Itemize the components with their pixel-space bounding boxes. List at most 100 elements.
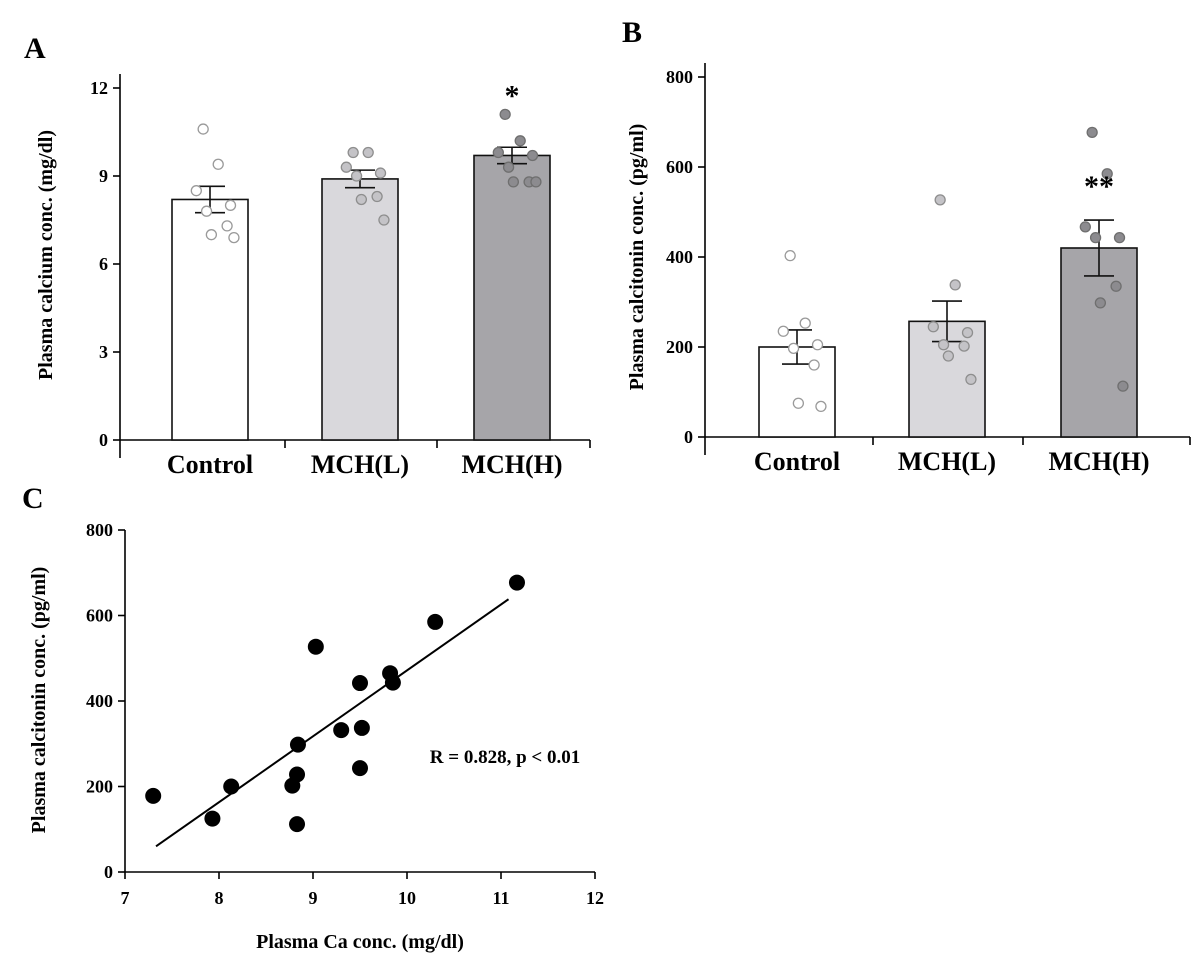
data-point: [961, 326, 974, 339]
panel-c-x-axis-title: Plasma Ca conc. (mg/dl): [256, 931, 464, 953]
data-point: [808, 359, 820, 371]
y-tick-label: 600: [86, 606, 113, 626]
data-point: [378, 214, 390, 226]
panel-a-y-axis-title: Plasma calcium conc. (mg/dl): [35, 130, 57, 380]
y-tick-label: 600: [666, 157, 693, 177]
data-point: [200, 205, 213, 217]
data-point: [197, 123, 209, 135]
x-tick-label: 12: [586, 888, 604, 908]
regression-line: [155, 598, 510, 848]
y-tick-label: 400: [86, 691, 113, 711]
scatter-point: [204, 810, 221, 827]
data-point: [362, 146, 374, 159]
scatter-point: [352, 675, 368, 692]
panel-a-letter: A: [24, 32, 46, 65]
data-point: [221, 220, 233, 232]
data-point: [1110, 280, 1122, 292]
y-tick-label: 800: [666, 67, 693, 87]
data-point: [934, 194, 946, 206]
data-point: [787, 342, 800, 355]
x-category-label: MCH(L): [311, 450, 409, 479]
x-tick-label: 7: [121, 888, 130, 908]
panel-a-bar-chart: A Plasma calcium conc. (mg/dl) 0 3 6 9 12 Con…: [24, 32, 591, 479]
x-category-label: MCH(L): [898, 447, 996, 476]
y-tick-label: 0: [104, 862, 113, 882]
data-point: [371, 190, 383, 203]
y-tick-label: 3: [99, 342, 108, 362]
data-point: [792, 397, 805, 409]
data-point: [1101, 168, 1113, 180]
scatter-point: [353, 719, 370, 736]
significance-marker: **: [1084, 170, 1114, 203]
scatter-point: [508, 574, 525, 591]
data-point: [374, 167, 387, 179]
x-category-label: MCH(H): [461, 450, 562, 479]
data-point: [927, 321, 939, 333]
scatter-point: [223, 778, 240, 795]
panel-c-y-axis-title: Plasma calcitonin conc. (pg/ml): [28, 567, 50, 834]
data-point: [502, 161, 515, 173]
data-point: [937, 339, 950, 351]
y-tick-label: 9: [99, 166, 108, 186]
y-tick-label: 0: [684, 427, 693, 447]
x-tick-label: 8: [215, 888, 224, 908]
data-point: [530, 176, 542, 188]
y-tick-label: 400: [666, 247, 693, 267]
data-point: [1094, 297, 1107, 309]
x-category-label: Control: [754, 447, 840, 476]
scatter-point: [289, 736, 306, 753]
scatter-point: [384, 674, 401, 691]
data-point: [811, 339, 824, 351]
data-point: [340, 161, 352, 173]
data-point: [1117, 380, 1129, 392]
data-point: [514, 135, 526, 147]
data-point: [350, 170, 363, 182]
bar-mchh: [1060, 247, 1138, 438]
y-tick-label: 200: [86, 777, 113, 797]
data-point: [942, 350, 955, 362]
data-point: [784, 249, 796, 262]
panel-c-scatter-plot: C Plasma calcitonin conc. (pg/ml) Plasma…: [22, 482, 604, 953]
x-tick-label: 11: [492, 888, 509, 908]
scatter-point: [427, 613, 444, 630]
data-point: [1086, 126, 1098, 139]
y-tick-label: 0: [99, 430, 108, 450]
panel-b-bar-chart: B Plasma calcitonin conc. (pg/ml) 0 200 40…: [622, 16, 1191, 476]
data-point: [190, 185, 202, 197]
data-point: [228, 231, 240, 244]
data-point: [815, 400, 827, 413]
scatter-point: [333, 722, 350, 739]
scatter-point: [352, 760, 368, 777]
data-point: [799, 317, 811, 329]
significance-marker: *: [505, 79, 520, 112]
data-point: [224, 199, 237, 211]
data-point: [347, 146, 359, 159]
x-tick-label: 9: [309, 888, 318, 908]
data-point: [1113, 231, 1126, 244]
scatter-point: [289, 766, 306, 783]
panel-b-letter: B: [622, 16, 642, 49]
panel-c-correlation-stat: R = 0.828, p < 0.01: [430, 747, 580, 768]
bar-mchh: [473, 154, 551, 441]
data-point: [958, 340, 970, 352]
panel-b-y-axis-title: Plasma calcitonin conc. (pg/ml): [626, 124, 648, 391]
x-category-label: Control: [167, 450, 253, 479]
data-point: [492, 146, 504, 159]
panel-c-letter: C: [22, 482, 44, 515]
y-tick-label: 200: [666, 337, 693, 357]
data-point: [507, 176, 520, 188]
data-point: [1079, 221, 1091, 233]
scatter-point: [289, 816, 306, 833]
data-point: [526, 149, 539, 162]
data-point: [205, 229, 218, 241]
y-tick-label: 800: [86, 520, 113, 540]
scatter-point: [307, 638, 324, 655]
scatter-point: [145, 787, 162, 804]
y-tick-label: 12: [90, 78, 108, 98]
data-point: [212, 158, 224, 170]
data-point: [777, 325, 789, 337]
data-point: [355, 193, 368, 206]
data-point: [965, 373, 977, 386]
data-point: [1089, 231, 1102, 244]
